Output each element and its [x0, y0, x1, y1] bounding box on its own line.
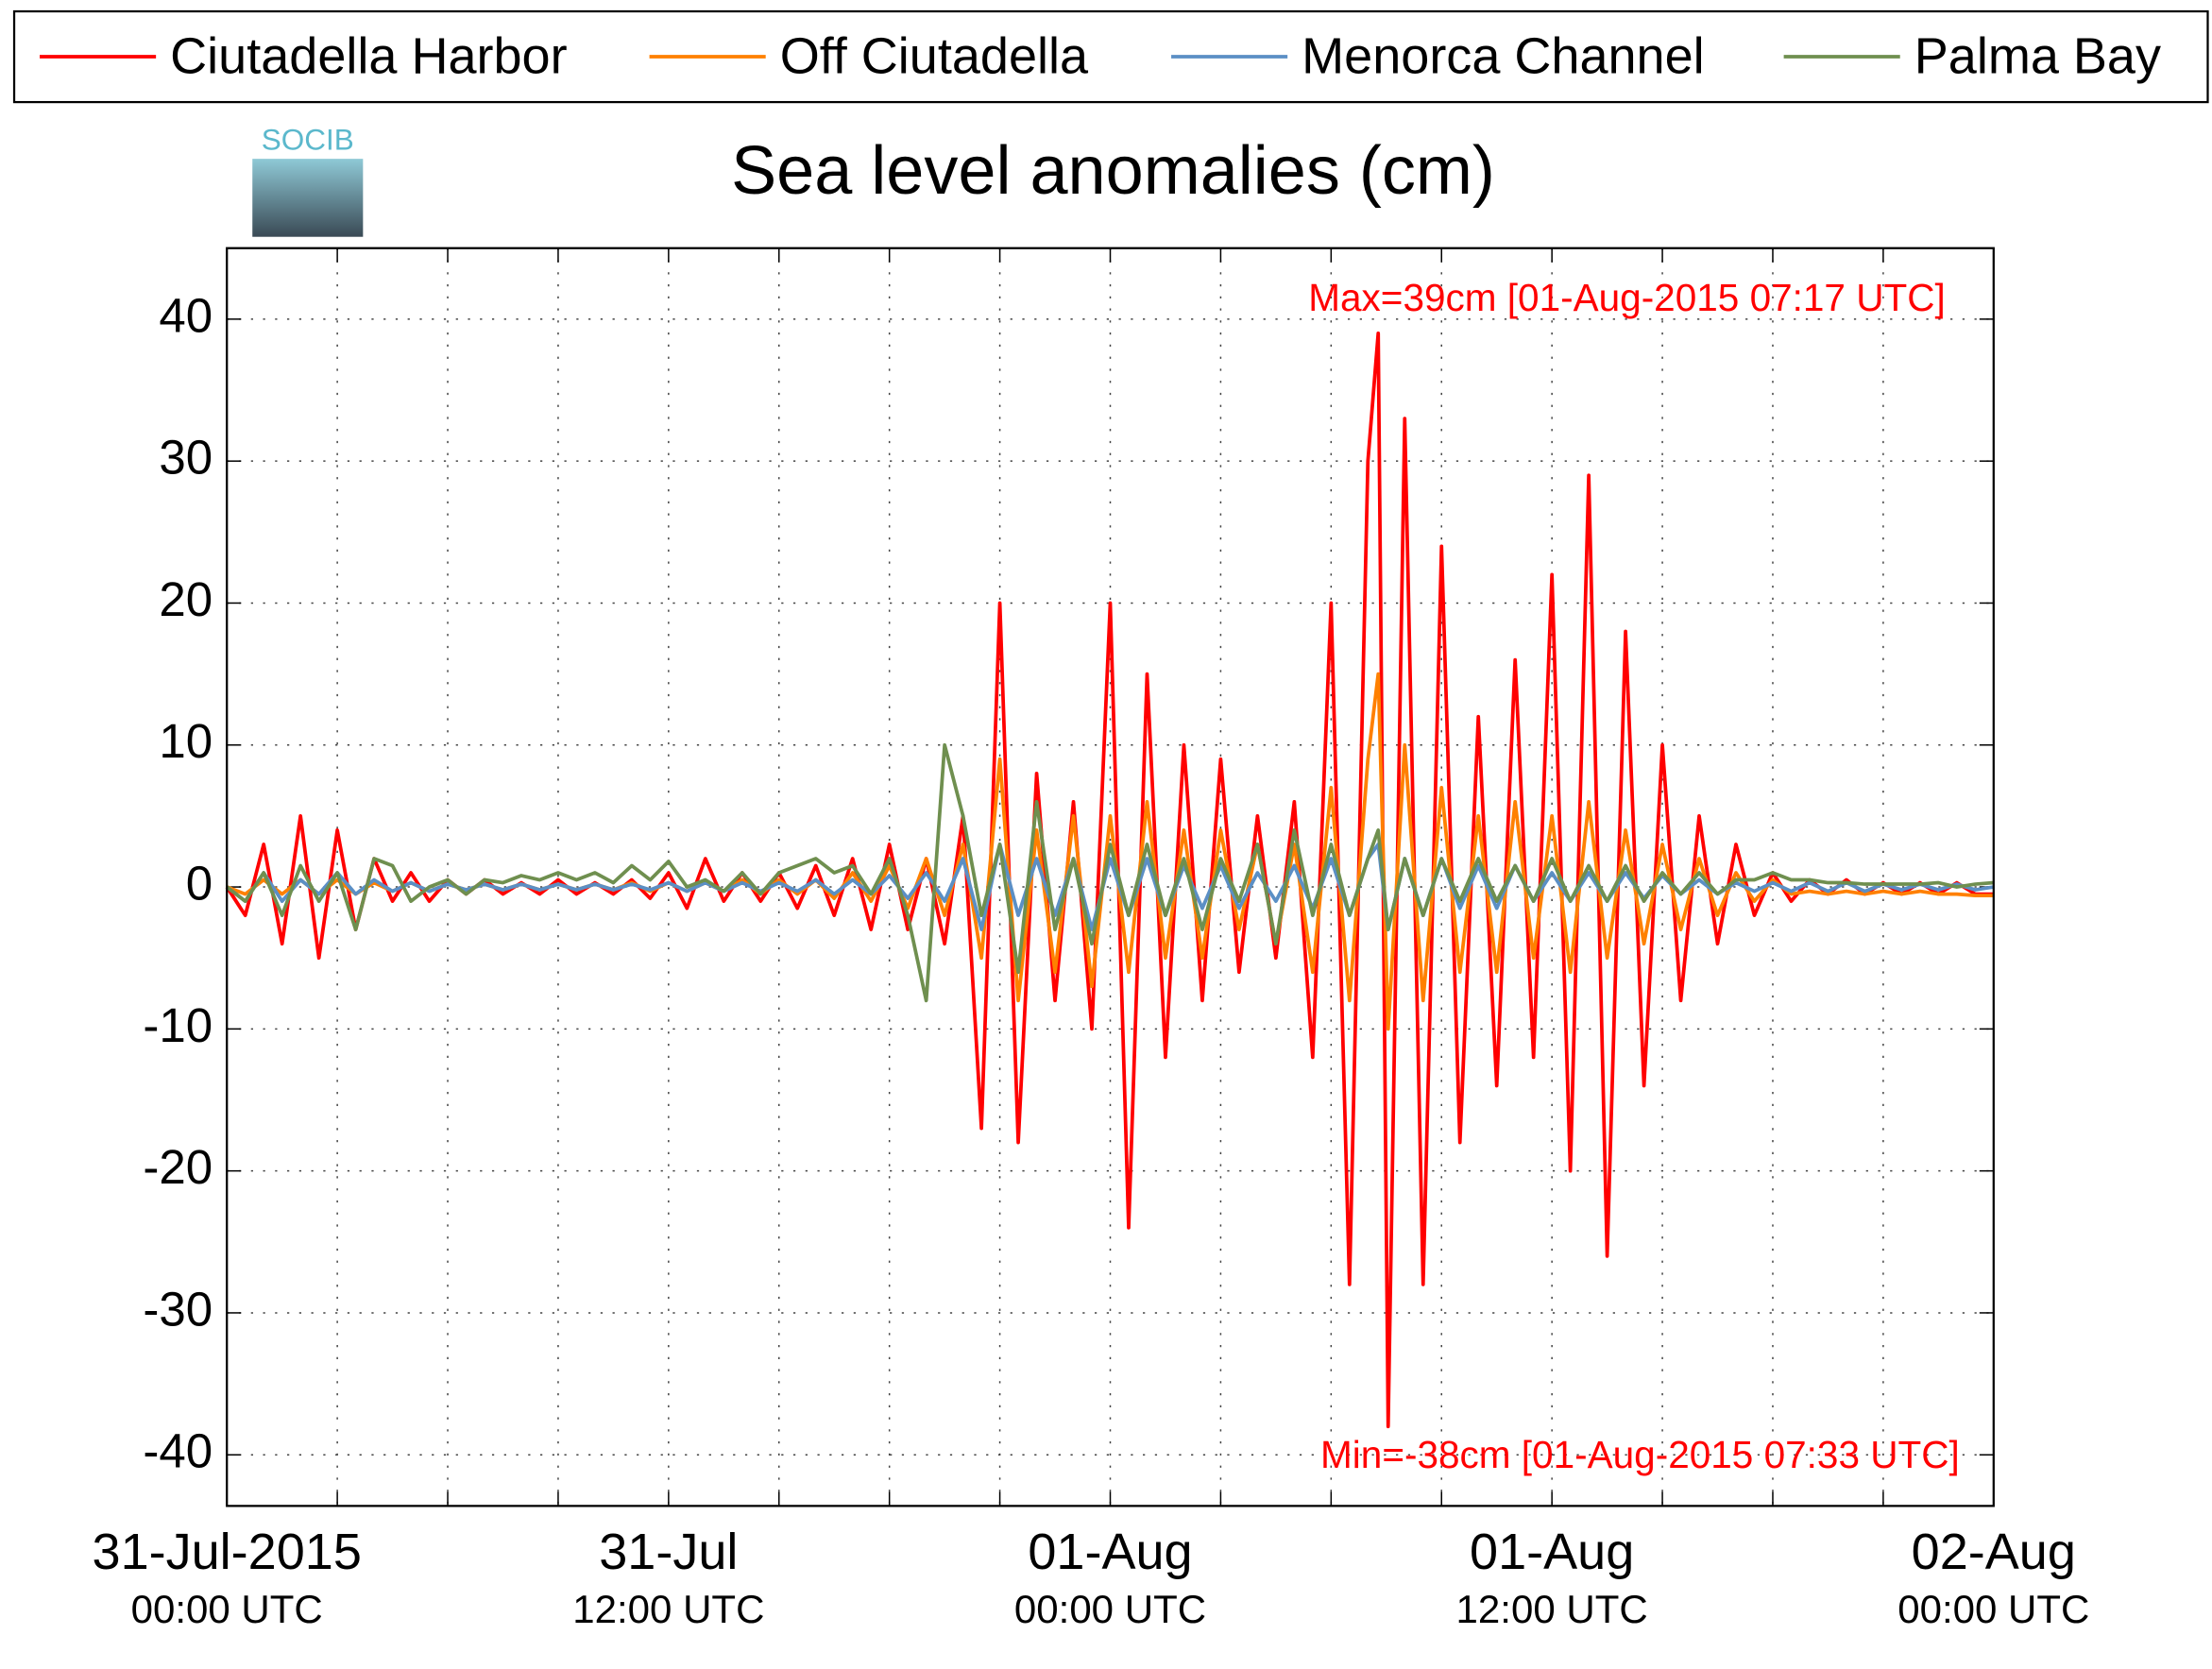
x-tick-label: 00:00 UTC: [1014, 1587, 1206, 1631]
x-tick-label: 01-Aug: [1028, 1524, 1192, 1580]
x-tick-label: 00:00 UTC: [131, 1587, 323, 1631]
x-tick-label: 00:00 UTC: [1897, 1587, 2089, 1631]
x-tick-label: 12:00 UTC: [1456, 1587, 1648, 1631]
logo: [252, 159, 364, 237]
y-tick-label: 0: [186, 857, 213, 911]
y-tick-label: -40: [143, 1424, 213, 1478]
data-line: [226, 843, 1995, 932]
y-tick-label: 30: [159, 431, 213, 485]
plot-frame: [226, 247, 1995, 1507]
chart-title: Sea level anomalies (cm): [731, 133, 1495, 209]
y-tick-label: 10: [159, 714, 213, 768]
legend-label: Off Ciutadella: [780, 27, 1089, 84]
y-tick-label: -30: [143, 1282, 213, 1336]
x-tick-label: 12:00 UTC: [572, 1587, 764, 1631]
x-tick-label: 31-Jul-2015: [93, 1524, 362, 1580]
x-tick-label: 31-Jul: [599, 1524, 738, 1580]
data-line: [226, 742, 1994, 1003]
annotation: Max=39cm [01-Aug-2015 07:17 UTC]: [1308, 276, 1945, 319]
y-tick-label: 20: [159, 572, 213, 626]
logo-text: SOCIB: [262, 122, 354, 156]
legend-label: Palma Bay: [1914, 27, 2161, 84]
y-tick-label: -20: [143, 1140, 213, 1194]
annotation: Min=-38cm [01-Aug-2015 07:33 UTC]: [1320, 1433, 1960, 1476]
legend-label: Ciutadella Harbor: [170, 27, 567, 84]
x-tick-label: 01-Aug: [1470, 1524, 1634, 1580]
legend-label: Menorca Channel: [1302, 27, 1705, 84]
y-tick-label: -10: [143, 998, 213, 1052]
x-tick-label: 02-Aug: [1912, 1524, 2076, 1580]
y-tick-label: 40: [159, 288, 213, 342]
